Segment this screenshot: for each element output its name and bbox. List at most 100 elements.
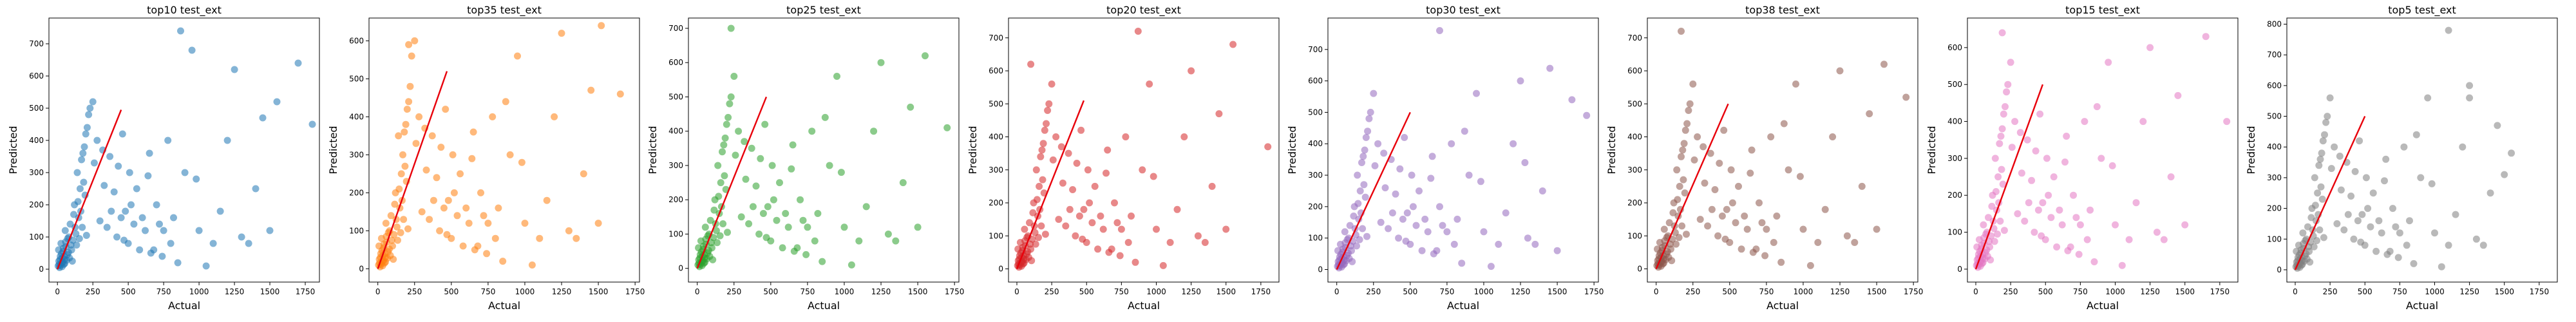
data-point [1105,249,1113,256]
data-point [1341,228,1349,236]
y-tick-label: 600 [349,36,364,45]
data-point [797,196,804,204]
data-point [2108,162,2116,169]
data-point [80,143,88,151]
data-point [2431,229,2438,237]
data-point [1553,247,1561,254]
plot-frame [1647,17,1918,283]
data-point [412,140,420,147]
data-point [1994,231,2001,238]
plot-frame [1967,17,2239,283]
y-tick-label: 200 [2267,204,2282,213]
x-tick-label: 1500 [1548,287,1567,296]
y-tick-label: 500 [2267,112,2282,121]
chart-title: top10 test_ext [147,4,222,17]
data-point [1568,96,1576,104]
data-point [1780,120,1788,128]
data-point [2072,214,2080,222]
y-tick-label: 500 [29,104,44,113]
data-point [732,151,739,159]
data-point [1359,153,1367,160]
data-point [495,204,502,212]
scatter-panel-1: 0 250 500 750 1000 1250 1500 1750 0 100 200 300 400 5… [7,4,320,312]
data-point [1430,250,1437,258]
data-point [1059,179,1066,187]
data-point [808,128,816,135]
data-point [2047,214,2055,222]
x-tick-label: 500 [2038,287,2053,296]
data-point [721,172,728,180]
data-point [1720,126,1728,134]
data-point [1065,149,1072,157]
data-point [1763,225,1770,233]
data-point [1069,186,1077,193]
data-point [1409,203,1417,211]
data-point [723,120,730,128]
data-point [395,132,402,140]
y-axis-label: Predicted [2245,126,2257,174]
data-point [1365,115,1373,122]
data-point [1732,219,1739,227]
data-point [1045,100,1053,108]
y-tick-label: 0 [1957,265,1962,274]
x-tick-label: 1000 [1794,287,1814,296]
y-tick-label: 400 [1308,139,1323,148]
data-point [558,30,565,37]
data-point [2428,180,2436,187]
data-point [1122,133,1130,140]
scatter-panel-7: 0 250 500 750 1000 1250 1500 1750 0 100 200 300 400 5… [1926,4,2239,312]
data-point [1353,242,1360,250]
data-point [1072,232,1079,240]
x-axis-label: Actual [808,299,840,312]
data-point [61,227,69,234]
data-point [1866,110,1873,118]
x-tick-label: 250 [2323,287,2338,296]
data-point [922,52,929,60]
y-tick-label: 200 [349,188,364,197]
data-point [2053,243,2061,251]
data-point [64,249,72,256]
data-point [1696,216,1704,223]
y-axis-label: Predicted [1286,126,1298,174]
data-point [2174,91,2182,99]
data-point [1128,213,1135,220]
y-tick-label: 800 [2267,20,2282,29]
data-point [1027,61,1035,68]
data-point [1721,235,1729,243]
x-tick-label: 250 [86,287,100,296]
data-point [757,155,764,162]
data-point [518,158,526,166]
data-point [1062,222,1070,230]
data-point [2223,118,2231,126]
data-point [788,165,795,173]
data-point [223,137,231,144]
data-point [2045,191,2052,199]
data-point [93,137,101,144]
data-point [1044,107,1052,114]
y-tick-label: 0 [2277,265,2282,274]
x-tick-label: 1250 [871,287,891,296]
data-point [1674,196,1681,204]
chart-title: top5 test_ext [2388,4,2456,17]
data-point [1681,126,1689,134]
data-point [714,239,721,247]
scatter-panel-8: 0 250 500 750 1000 1250 1500 1750 0 100 200 300 400 5… [2245,4,2558,312]
scatter-panel-5: 0 250 500 750 1000 1250 1500 1750 0 100 200 300 400 5… [1286,4,1604,312]
data-point [1767,133,1775,140]
data-point [716,232,724,240]
data-point [1727,166,1735,174]
x-tick-label: 750 [2392,287,2407,296]
plot-frame [368,17,640,283]
data-point [1146,80,1153,88]
reference-line [1975,84,2044,270]
data-point [1086,199,1094,207]
data-point [1117,225,1125,233]
data-point [1424,228,1432,236]
data-point [1032,240,1039,248]
x-axis-label: Actual [1128,299,1160,312]
data-point [471,246,478,254]
data-point [1443,228,1451,236]
data-point [387,212,395,220]
y-tick-label: 100 [668,229,683,238]
data-point [118,130,126,138]
